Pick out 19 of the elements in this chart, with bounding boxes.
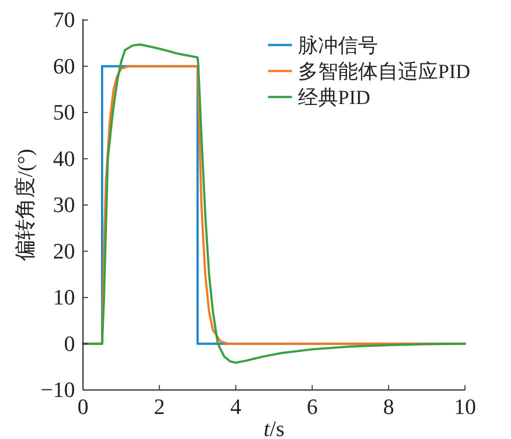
y-tick-label: 10 bbox=[53, 284, 75, 310]
y-tick-label: 50 bbox=[53, 100, 75, 124]
x-tick-label: 4 bbox=[230, 394, 242, 419]
x-tick-label: 8 bbox=[383, 394, 394, 419]
y-tick-label: 0 bbox=[64, 330, 75, 356]
legend-label: 多智能体自适应PID bbox=[298, 61, 470, 83]
legend-label: 经典PID bbox=[298, 87, 370, 109]
legend-label: 脉冲信号 bbox=[298, 35, 378, 57]
y-tick-label: 40 bbox=[53, 146, 75, 171]
x-tick-label: 6 bbox=[306, 394, 318, 419]
y-tick-label: 70 bbox=[53, 7, 75, 32]
y-tick-label: 30 bbox=[53, 192, 75, 217]
x-tick-label: 2 bbox=[154, 394, 165, 419]
y-axis-title: 偏转角度/(°) bbox=[13, 148, 37, 262]
x-tick-label: 10 bbox=[454, 394, 476, 419]
y-tick-label: −10 bbox=[40, 377, 75, 402]
x-axis-title: t/s bbox=[264, 416, 284, 439]
y-tick-label: 20 bbox=[53, 238, 75, 264]
y-tick-label: 60 bbox=[53, 53, 75, 78]
